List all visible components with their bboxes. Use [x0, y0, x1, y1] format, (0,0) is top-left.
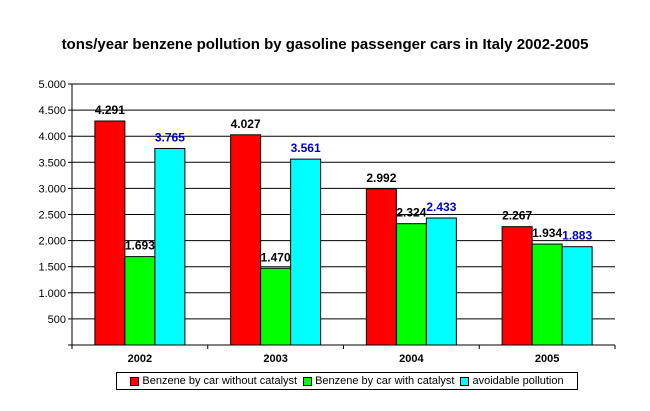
- legend-label: Benzene by car with catalyst: [315, 375, 455, 387]
- data-label: 2.992: [366, 171, 396, 185]
- data-label: 4.291: [95, 103, 125, 117]
- data-label: 2.433: [426, 200, 456, 214]
- y-tick-label: 2.000: [38, 236, 66, 248]
- x-tick-label: 2005: [535, 353, 559, 365]
- data-label: 1.934: [532, 226, 562, 240]
- bar: [290, 158, 322, 346]
- y-tick-label: 4.500: [38, 105, 66, 117]
- legend-item: Benzene by car with catalyst: [303, 375, 454, 387]
- legend-swatch: [130, 376, 140, 386]
- legend-item: Benzene by car without catalyst: [130, 375, 297, 387]
- bar: [94, 120, 126, 346]
- data-label: 2.267: [502, 209, 532, 223]
- data-label: 3.561: [291, 141, 321, 155]
- y-tick-label: 3.000: [38, 183, 66, 195]
- x-tick-label: 2004: [399, 353, 424, 365]
- y-tick-label: 3.500: [38, 157, 66, 169]
- legend-swatch: [460, 376, 470, 386]
- y-tick-label: 500: [48, 314, 66, 326]
- data-label: 2.324: [396, 206, 426, 220]
- y-tick-label: 4.000: [38, 131, 66, 143]
- x-tick-label: 2002: [128, 353, 152, 365]
- data-label: 1.693: [125, 239, 155, 253]
- legend-swatch: [303, 376, 313, 386]
- bar: [124, 256, 156, 346]
- bar: [425, 217, 457, 346]
- y-tick-label: 1.500: [38, 262, 66, 274]
- bar: [561, 246, 593, 346]
- chart-title: tons/year benzene pollution by gasoline …: [61, 36, 589, 53]
- bar: [501, 226, 533, 346]
- bar: [230, 134, 262, 346]
- bar: [260, 267, 292, 346]
- data-label: 1.883: [562, 229, 592, 243]
- bar: [365, 188, 397, 346]
- data-label: 4.027: [231, 117, 261, 131]
- y-tick-label: 2.500: [38, 210, 66, 222]
- bar: [154, 147, 186, 346]
- data-label: 1.470: [261, 250, 291, 264]
- bar: [531, 243, 563, 346]
- y-tick-label: 5.000: [38, 79, 66, 91]
- legend-item: avoidable pollution: [460, 375, 564, 387]
- legend-label: avoidable pollution: [472, 375, 564, 387]
- chart-legend: Benzene by car without catalyst Benzene b…: [116, 372, 578, 390]
- y-tick-label: 1.000: [38, 288, 66, 300]
- data-label: 3.765: [155, 130, 185, 144]
- x-tick-label: 2003: [263, 353, 287, 365]
- bar: [395, 223, 427, 346]
- legend-label: Benzene by car without catalyst: [142, 375, 298, 387]
